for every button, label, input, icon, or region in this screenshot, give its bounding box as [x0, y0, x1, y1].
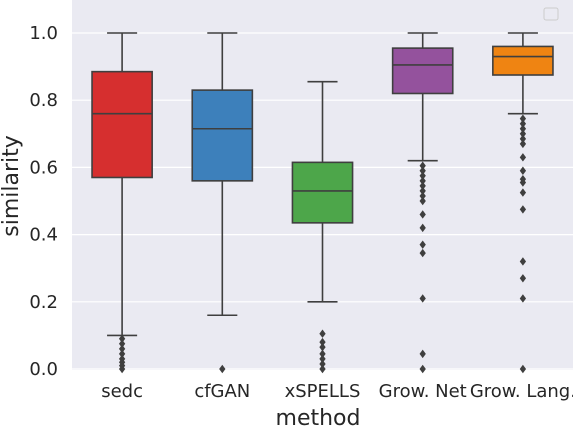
box-iqr [493, 46, 553, 75]
y-tick-label: 0.0 [29, 359, 58, 380]
x-tick-label: Grow. Net [379, 381, 467, 402]
y-tick-label: 0.8 [29, 90, 58, 111]
y-tick-label: 1.0 [29, 23, 58, 44]
y-tick-label: 0.4 [29, 225, 58, 246]
legend-box [544, 8, 558, 20]
box-iqr [92, 72, 152, 178]
y-axis-label: similarity [0, 135, 24, 237]
x-axis-ticks: sedc cfGAN xSPELLS Grow. Net Grow. Lang. [101, 381, 573, 402]
x-tick-label: Grow. Lang. [470, 381, 573, 402]
y-tick-label: 0.2 [29, 292, 58, 313]
x-axis-label: method [276, 406, 361, 430]
x-tick-label: sedc [101, 381, 143, 402]
y-axis-ticks: 0.0 0.2 0.4 0.6 0.8 1.0 [29, 23, 58, 380]
x-tick-label: cfGAN [194, 381, 250, 402]
box-iqr [292, 162, 352, 222]
box-iqr [192, 90, 252, 181]
x-tick-label: xSPELLS [285, 381, 361, 402]
y-tick-label: 0.6 [29, 157, 58, 178]
box-iqr [393, 48, 453, 93]
